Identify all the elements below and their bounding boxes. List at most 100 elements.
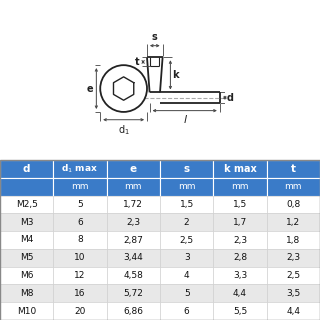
Bar xyxy=(267,267,320,284)
Bar xyxy=(267,249,320,267)
Bar xyxy=(107,284,160,302)
Bar xyxy=(213,196,267,213)
Text: 1,8: 1,8 xyxy=(286,236,300,244)
Text: 20: 20 xyxy=(74,307,86,316)
Text: e: e xyxy=(130,164,137,174)
Text: k: k xyxy=(172,70,179,80)
Bar xyxy=(160,231,213,249)
Text: Senkkopfschrauben Innensechskant: Senkkopfschrauben Innensechskant xyxy=(33,9,287,21)
Text: d$_1$ max: d$_1$ max xyxy=(61,163,99,175)
Bar xyxy=(267,196,320,213)
Bar xyxy=(107,178,160,196)
Text: 2,87: 2,87 xyxy=(124,236,143,244)
Bar xyxy=(0,249,53,267)
Text: 2,3: 2,3 xyxy=(233,236,247,244)
Bar xyxy=(0,178,53,196)
Bar xyxy=(267,160,320,178)
Bar xyxy=(213,267,267,284)
Bar xyxy=(53,231,107,249)
Text: 3: 3 xyxy=(184,253,189,262)
Text: 3,5: 3,5 xyxy=(286,289,300,298)
Text: t: t xyxy=(291,164,296,174)
Bar xyxy=(213,302,267,320)
Bar xyxy=(213,178,267,196)
Text: 4,58: 4,58 xyxy=(124,271,143,280)
Bar xyxy=(107,213,160,231)
Text: 2: 2 xyxy=(184,218,189,227)
Bar xyxy=(0,196,53,213)
Bar xyxy=(267,302,320,320)
Text: k max: k max xyxy=(224,164,256,174)
Bar xyxy=(267,231,320,249)
Text: 2,5: 2,5 xyxy=(180,236,194,244)
Text: 5,72: 5,72 xyxy=(124,289,143,298)
Text: 5: 5 xyxy=(184,289,189,298)
Text: 3,3: 3,3 xyxy=(233,271,247,280)
Text: 6: 6 xyxy=(184,307,189,316)
Text: 6,86: 6,86 xyxy=(123,307,143,316)
Text: s: s xyxy=(184,164,190,174)
Bar xyxy=(0,267,53,284)
Text: 1,7: 1,7 xyxy=(233,218,247,227)
Bar xyxy=(107,231,160,249)
Text: mm: mm xyxy=(284,182,302,191)
Bar xyxy=(53,267,107,284)
Bar xyxy=(107,302,160,320)
Text: d$_1$: d$_1$ xyxy=(118,124,130,137)
Text: mm: mm xyxy=(124,182,142,191)
Bar xyxy=(53,249,107,267)
Bar xyxy=(267,213,320,231)
Text: M6: M6 xyxy=(20,271,33,280)
Text: d: d xyxy=(227,92,234,103)
Text: 10: 10 xyxy=(74,253,86,262)
Bar xyxy=(213,231,267,249)
Text: 2,3: 2,3 xyxy=(286,253,300,262)
Bar xyxy=(0,302,53,320)
Bar xyxy=(53,213,107,231)
Text: 12: 12 xyxy=(74,271,86,280)
Bar xyxy=(53,178,107,196)
Bar xyxy=(160,178,213,196)
Bar xyxy=(160,302,213,320)
Bar xyxy=(160,267,213,284)
Text: 2,8: 2,8 xyxy=(233,253,247,262)
Text: t: t xyxy=(135,57,140,67)
Bar xyxy=(0,213,53,231)
Bar xyxy=(53,196,107,213)
Text: 16: 16 xyxy=(74,289,86,298)
Bar xyxy=(213,284,267,302)
Text: 1,72: 1,72 xyxy=(124,200,143,209)
Bar xyxy=(53,284,107,302)
Text: 5: 5 xyxy=(77,200,83,209)
Bar xyxy=(160,160,213,178)
Bar xyxy=(107,249,160,267)
Text: d: d xyxy=(23,164,30,174)
Bar xyxy=(53,160,107,178)
Text: M8: M8 xyxy=(20,289,33,298)
Text: 1,5: 1,5 xyxy=(233,200,247,209)
Text: mm: mm xyxy=(178,182,196,191)
Bar xyxy=(107,267,160,284)
Bar xyxy=(107,160,160,178)
Text: M3: M3 xyxy=(20,218,33,227)
Bar xyxy=(0,284,53,302)
Text: 1,2: 1,2 xyxy=(286,218,300,227)
Text: M10: M10 xyxy=(17,307,36,316)
Text: 4: 4 xyxy=(184,271,189,280)
Text: 2,3: 2,3 xyxy=(126,218,140,227)
Text: M2,5: M2,5 xyxy=(16,200,38,209)
Text: M4: M4 xyxy=(20,236,33,244)
Bar xyxy=(0,231,53,249)
Bar xyxy=(213,249,267,267)
Text: e: e xyxy=(86,84,93,93)
Text: 1,5: 1,5 xyxy=(180,200,194,209)
Text: 8: 8 xyxy=(77,236,83,244)
Text: l: l xyxy=(183,115,186,124)
Text: mm: mm xyxy=(71,182,89,191)
Text: 5,5: 5,5 xyxy=(233,307,247,316)
Text: 2,5: 2,5 xyxy=(286,271,300,280)
Bar xyxy=(160,196,213,213)
Bar xyxy=(213,213,267,231)
Bar xyxy=(160,213,213,231)
Bar xyxy=(53,302,107,320)
